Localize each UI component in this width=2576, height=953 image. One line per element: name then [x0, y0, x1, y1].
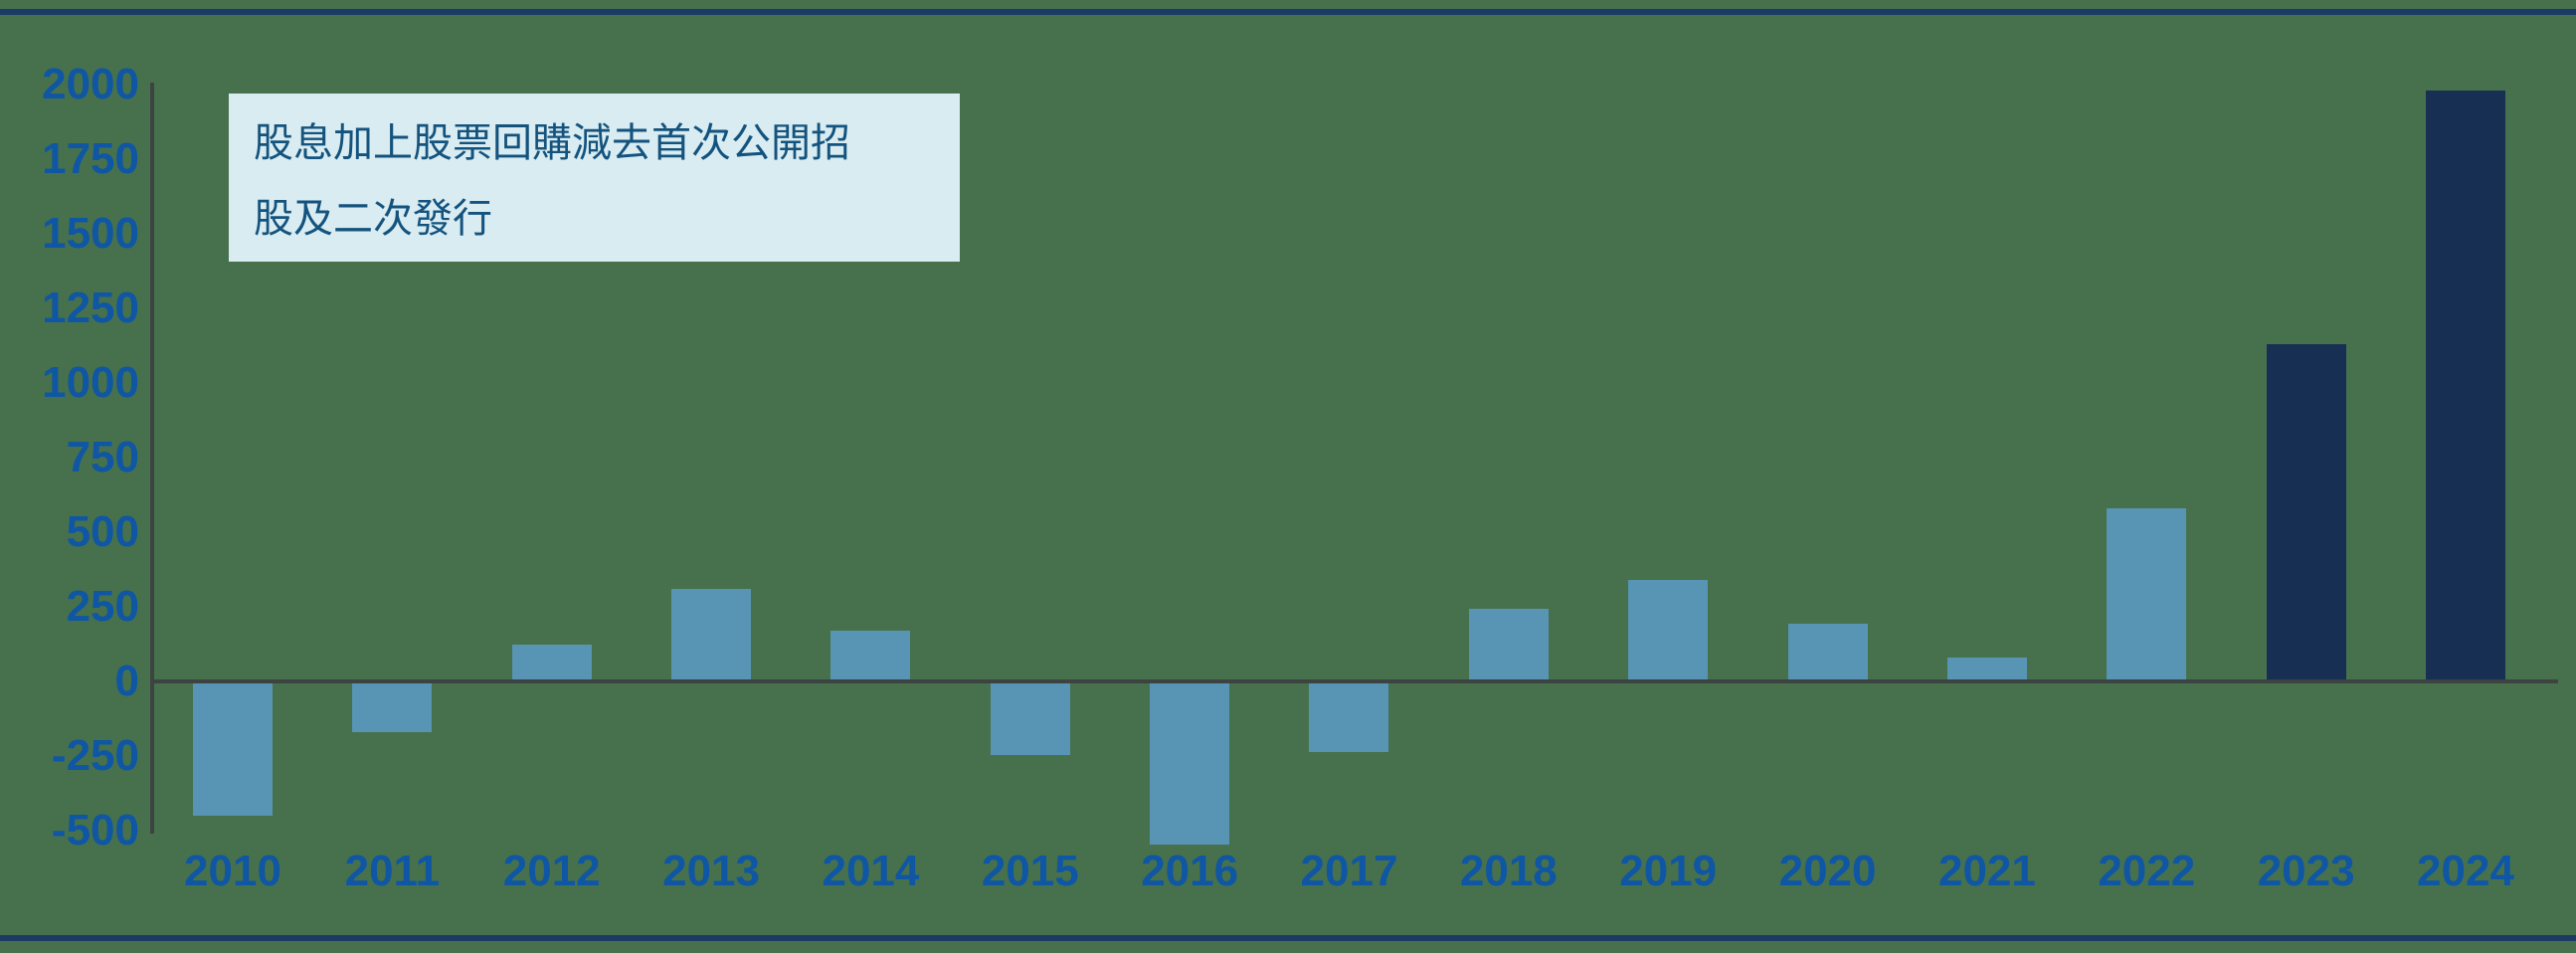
y-tick-label: -250 — [51, 731, 139, 780]
bar-2010 — [193, 681, 273, 816]
x-tick-label-2019: 2019 — [1619, 847, 1718, 895]
top-border-rule — [0, 9, 2576, 15]
bottom-border-rule — [0, 935, 2576, 941]
y-tick-label: 750 — [66, 433, 139, 481]
y-tick-label: 250 — [66, 582, 139, 631]
x-tick-label-2016: 2016 — [1141, 847, 1239, 895]
x-tick-label-2021: 2021 — [1937, 847, 2036, 895]
x-tick-label-2011: 2011 — [344, 847, 441, 895]
y-tick-label: 1500 — [42, 209, 139, 258]
x-tick-label-2012: 2012 — [502, 847, 601, 895]
bar-2021 — [1946, 658, 2027, 681]
x-tick-label-2023: 2023 — [2257, 847, 2355, 895]
y-tick-label: 0 — [114, 657, 139, 705]
y-tick-label: 500 — [66, 507, 139, 556]
bar-2015 — [990, 681, 1070, 755]
x-tick-label-2020: 2020 — [1778, 847, 1877, 895]
annotation-box: 股息加上股票回購減去首次公開招 股及二次發行 — [229, 94, 960, 262]
bar-2022 — [2107, 508, 2187, 681]
bar-2018 — [1468, 608, 1549, 681]
bar-2024 — [2425, 91, 2505, 681]
x-tick-label-2022: 2022 — [2098, 847, 2196, 895]
y-tick-label: 2000 — [42, 60, 139, 108]
x-tick-label-2024: 2024 — [2417, 847, 2514, 895]
x-axis-line — [150, 679, 2558, 683]
bar-2011 — [352, 681, 433, 732]
x-tick-label-2015: 2015 — [981, 847, 1079, 895]
annotation-text-line-2: 股及二次發行 — [254, 197, 492, 241]
y-tick-label: 1000 — [42, 358, 139, 407]
y-tick-label: 1250 — [42, 284, 139, 332]
y-tick-label: 1750 — [42, 134, 139, 183]
x-tick-label-2010: 2010 — [184, 847, 281, 895]
y-axis-line — [150, 83, 154, 834]
bar-2016 — [1150, 681, 1230, 845]
bar-2017 — [1309, 681, 1389, 752]
y-tick-label: -500 — [51, 806, 139, 855]
bar-2012 — [511, 644, 592, 681]
bar-2013 — [671, 589, 752, 681]
annotation-text-line-1: 股息加上股票回購減去首次公開招 — [254, 121, 850, 165]
x-tick-label-2013: 2013 — [662, 847, 761, 895]
bar-2019 — [1628, 580, 1709, 681]
x-tick-label-2018: 2018 — [1459, 847, 1558, 895]
x-tick-label-2014: 2014 — [822, 847, 920, 895]
bar-2014 — [830, 631, 911, 681]
bar-2023 — [2266, 344, 2346, 681]
x-tick-label-2017: 2017 — [1300, 847, 1398, 895]
bar-2020 — [1787, 623, 1868, 681]
